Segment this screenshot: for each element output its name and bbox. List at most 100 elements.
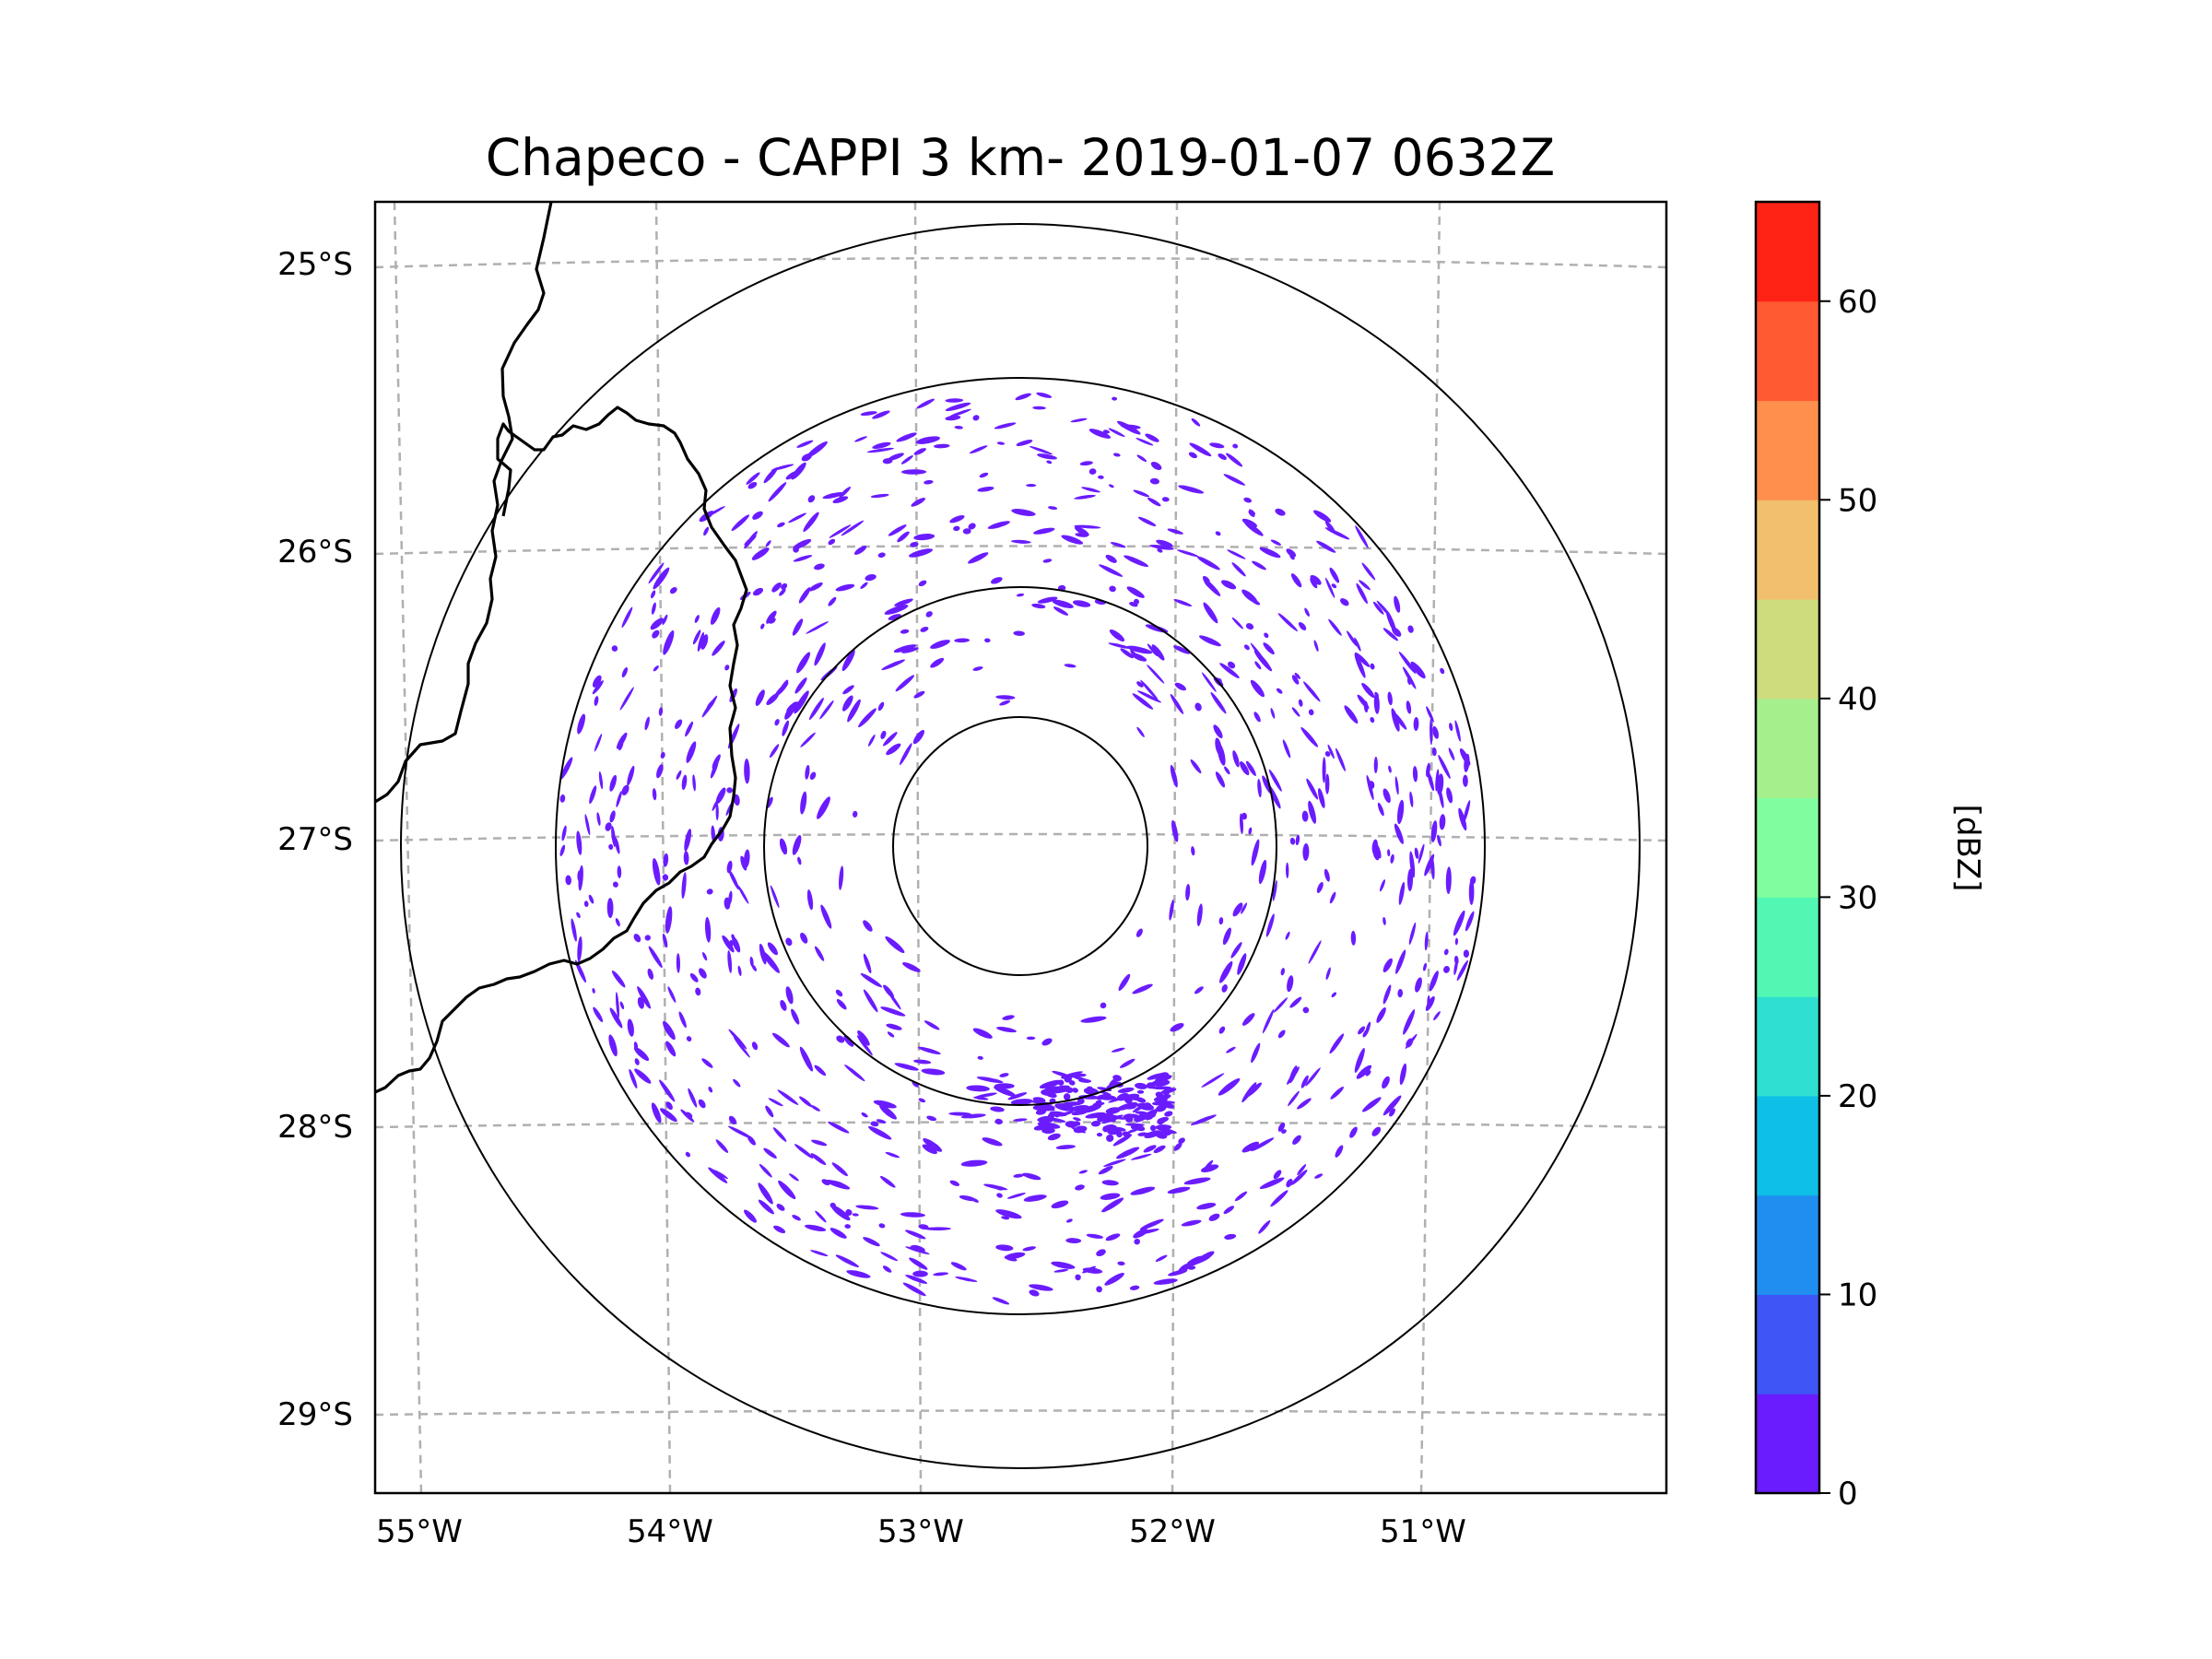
echo-speckle [752, 587, 764, 596]
echo-speckle [663, 1020, 676, 1041]
echo-speckle [1219, 960, 1233, 983]
graticule [375, 202, 1666, 1493]
echo-speckle [577, 935, 582, 962]
echo-speckle [1010, 1099, 1033, 1105]
echo-speckle [1075, 1274, 1081, 1281]
echo-speckle [872, 410, 890, 419]
lat-line-28 [375, 1121, 1666, 1129]
echo-speckle [1135, 928, 1143, 937]
echo-speckle [1104, 1273, 1124, 1286]
echo-speckle [1430, 718, 1433, 746]
echo-speckle [1129, 1285, 1140, 1290]
echo-speckle [1149, 477, 1159, 485]
echo-speckle [1382, 958, 1393, 972]
echo-speckle [1276, 688, 1283, 694]
echo-speckle [926, 1115, 937, 1122]
echo-speckle [1314, 1173, 1324, 1179]
echo-speckle [819, 700, 834, 720]
echo-speckle [1355, 525, 1369, 548]
echo-speckle [1188, 452, 1197, 459]
echo-speckle [1445, 866, 1452, 895]
echo-speckle [1371, 1126, 1382, 1136]
echo-speckle [1288, 1090, 1300, 1107]
echo-speckle [954, 425, 963, 429]
echo-speckle [877, 701, 885, 712]
echo-speckle [1237, 953, 1247, 975]
echo-speckle [1108, 642, 1131, 649]
echo-speckle [785, 470, 799, 480]
echo-speckle [760, 623, 765, 629]
echo-speckle [1140, 679, 1159, 701]
echo-speckle [1290, 1170, 1308, 1185]
echo-speckle [627, 1018, 634, 1037]
echo-speckle [828, 538, 836, 546]
echo-speckle [934, 443, 950, 449]
echo-speckle [1173, 1142, 1182, 1151]
echo-speckle [1125, 1116, 1134, 1123]
echo-speckle [653, 567, 670, 590]
echo-speckle [1290, 573, 1302, 588]
echo-speckle [1454, 720, 1461, 742]
echo-speckle [1051, 1261, 1076, 1269]
colorbar-bin [1756, 897, 1819, 997]
echo-speckle [843, 1035, 854, 1047]
echo-speckle [1151, 1079, 1171, 1087]
echo-speckle [1277, 613, 1298, 632]
echo-speckle [1355, 652, 1371, 667]
echo-speckle [1468, 879, 1475, 905]
echo-speckle [1453, 910, 1465, 936]
echo-speckle [669, 586, 677, 594]
echo-speckle [1046, 460, 1053, 465]
echo-speckle [1223, 1206, 1235, 1215]
echo-speckle [996, 1193, 1003, 1198]
echo-speckle [1096, 1115, 1116, 1123]
echo-speckle [588, 894, 594, 904]
echo-speckle [759, 943, 767, 965]
echo-speckle [621, 606, 633, 629]
echo-speckle [1241, 1141, 1260, 1153]
echo-speckle [1318, 788, 1325, 808]
echo-speckle [1061, 535, 1084, 545]
echo-speckle [995, 695, 1016, 700]
echo-speckle [1016, 440, 1033, 446]
echo-speckle [712, 797, 720, 811]
reflectivity-echoes [559, 392, 1477, 1305]
colorbar-label: [dBZ] [1949, 805, 1986, 892]
colorbar-tick-label: 50 [1838, 482, 1877, 519]
echo-speckle [611, 645, 618, 652]
echo-speckle [1032, 1104, 1055, 1112]
echo-speckle [1250, 679, 1265, 698]
echo-speckle [1325, 967, 1331, 981]
echo-speckle [912, 1270, 928, 1277]
echo-speckle [779, 838, 788, 855]
echo-speckle [1218, 917, 1224, 925]
echo-speckle [912, 729, 925, 745]
echo-speckle [770, 885, 780, 909]
echo-speckle [1302, 1006, 1310, 1014]
echo-speckle [1194, 986, 1204, 994]
echo-speckle [1218, 1077, 1241, 1096]
echo-speckle [1407, 625, 1414, 633]
echo-speckle [1135, 438, 1154, 446]
echo-speckle [1203, 602, 1218, 624]
colorbar-bin [1756, 1194, 1819, 1295]
echo-speckle [593, 1006, 604, 1022]
echo-speckle [1201, 672, 1217, 692]
echo-speckle [675, 719, 683, 729]
echo-speckle [1398, 651, 1417, 675]
echo-speckle [1382, 788, 1391, 804]
echo-speckle [918, 1224, 929, 1230]
echo-speckle [880, 1252, 899, 1262]
echo-speckle [863, 989, 878, 1013]
echo-speckle [868, 1125, 892, 1140]
echo-speckle [689, 973, 699, 982]
echo-speckle [945, 398, 964, 403]
echo-speckle [1129, 1113, 1141, 1120]
lat-line-26 [375, 545, 1666, 556]
echo-speckle [987, 521, 1010, 529]
echo-speckle [794, 1144, 814, 1159]
echo-speckle [619, 1001, 625, 1010]
colorbar-bin [1756, 996, 1819, 1097]
echo-speckle [1297, 1164, 1307, 1176]
